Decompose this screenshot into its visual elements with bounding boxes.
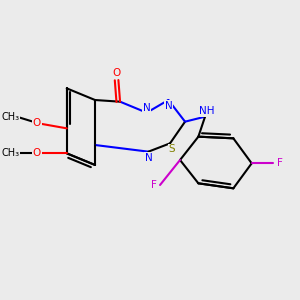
Text: NH: NH (199, 106, 214, 116)
Text: F: F (151, 180, 157, 190)
Text: N: N (164, 101, 172, 111)
Text: CH₃: CH₃ (2, 112, 20, 122)
Text: CH₃: CH₃ (2, 148, 20, 158)
Text: O: O (33, 118, 41, 128)
Text: S: S (168, 144, 175, 154)
Text: N: N (143, 103, 151, 113)
Text: N: N (145, 153, 152, 163)
Text: O: O (33, 148, 41, 158)
Text: F: F (277, 158, 283, 168)
Text: O: O (113, 68, 121, 77)
